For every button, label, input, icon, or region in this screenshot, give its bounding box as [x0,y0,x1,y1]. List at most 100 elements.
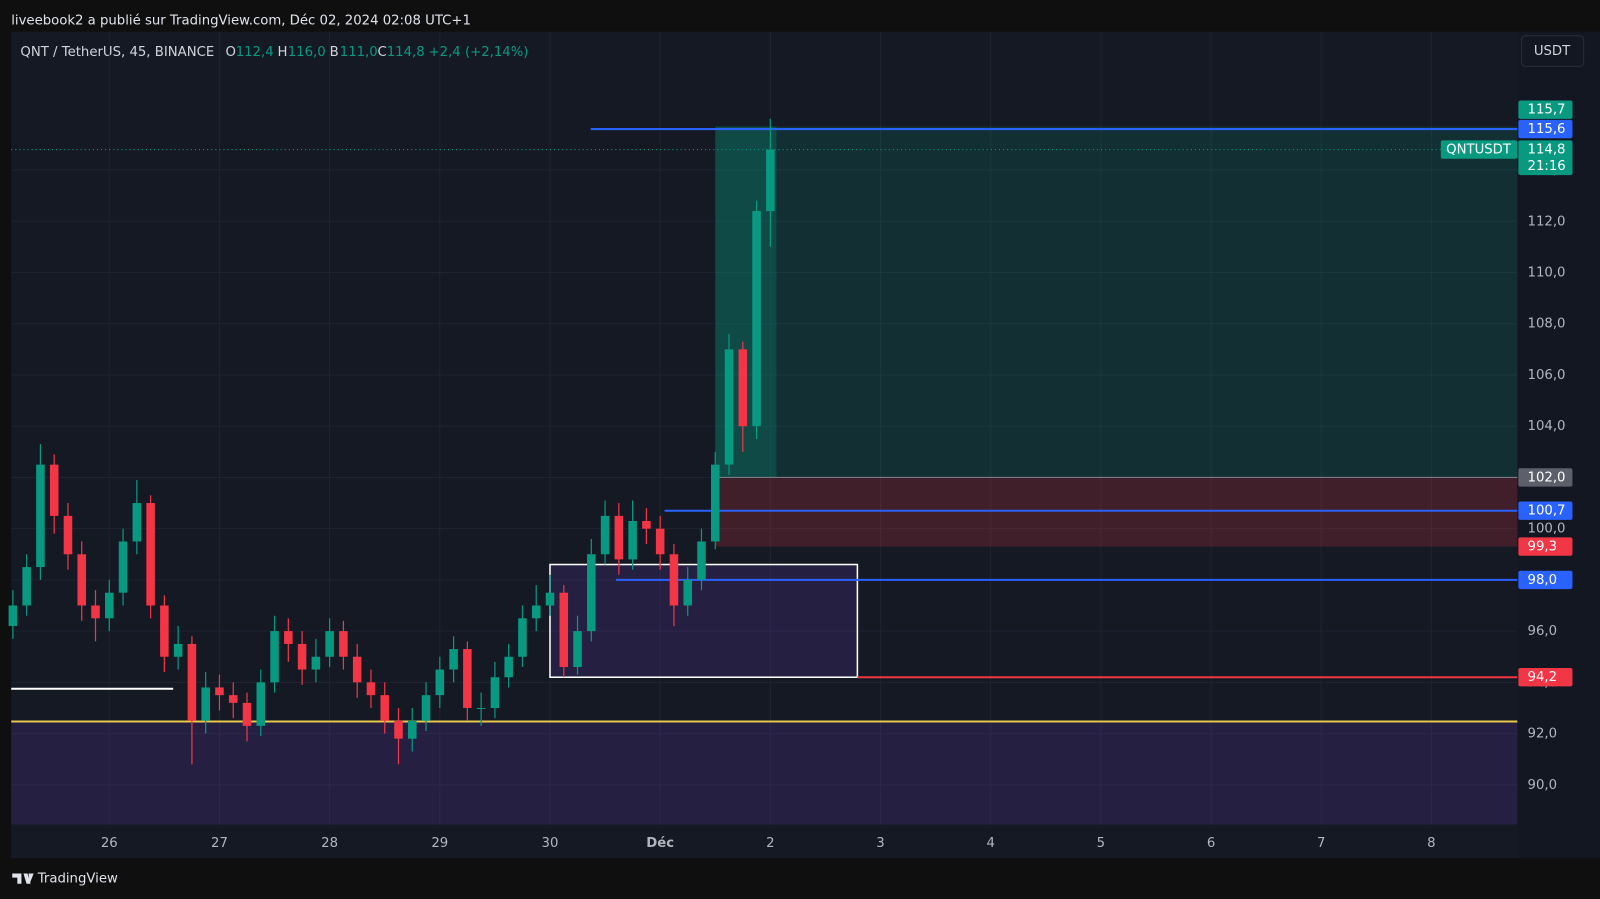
y-tick-label: 90,0 [1528,778,1558,793]
candle-body [697,541,706,580]
x-tick-label: 30 [542,836,559,851]
candle-body [352,656,362,683]
ohlc-value: 116,0 [288,45,326,60]
candle-body [91,605,100,619]
candle-body [490,677,500,708]
candle-body [311,656,321,670]
price-label-bg [1518,100,1573,119]
x-tick-label: 6 [1207,836,1215,851]
x-tick-label: 8 [1427,836,1435,851]
price-label: 100,7 [1528,504,1566,519]
price-label: 102,0 [1528,470,1566,485]
candle-body [545,592,555,606]
change: +2,4 (+2,14%) [429,45,529,60]
symbol-tag-bg [1440,140,1518,159]
x-tick-label: 7 [1317,836,1325,851]
candle-body [642,520,651,529]
publish-info: liveebook2 a publié sur TradingView.com,… [11,12,471,28]
ohlc-value: 114,8 [387,45,425,60]
candle-body [421,695,431,721]
candle-body [132,503,142,542]
price-label: 115,6 [1528,122,1566,137]
candle-body [655,528,665,555]
candle-body [297,643,307,670]
candle-body [710,464,720,542]
y-tick-label: 110,0 [1528,266,1566,281]
button-frame[interactable] [1520,35,1585,67]
candle-body [77,554,87,606]
candle-body [22,567,31,606]
plot: 2627282930Déc234567890,092,094,096,098,0… [8,31,1573,851]
candle-body [63,515,73,555]
candle-body [215,687,224,696]
x-tick-label: 27 [211,836,228,851]
price-label-bg [1518,501,1573,520]
brand-name: TradingView [37,872,118,887]
candle-body [366,682,376,696]
currency-button[interactable]: USDT [1520,35,1585,67]
candle-body [559,592,569,667]
candle-body [242,702,252,726]
candle-body [518,618,527,657]
y-tick-label: 92,0 [1528,727,1558,742]
ohlc-key: O [226,45,236,60]
candle-body [270,631,279,683]
symbol-tag: QNTUSDT [1446,143,1512,158]
x-tick-label: Déc [646,835,674,851]
candle-body [408,720,417,739]
zone [11,721,1518,825]
y-tick-label: 106,0 [1528,368,1566,383]
box [549,563,859,678]
price-label-bg [1518,668,1573,687]
y-tick-label: 108,0 [1528,317,1566,332]
candle-body [614,515,624,560]
price-label: 99,3 [1528,540,1558,555]
candle-body [669,554,679,606]
y-tick-label: 112,0 [1528,214,1566,229]
position-target [715,126,1518,478]
candle-body [683,579,692,606]
brand: TradingView [12,872,118,887]
candle-body [284,631,293,644]
symbol-legend: QNT / TetherUS, 45, BINANCE [20,45,214,60]
y-tick-label: 104,0 [1528,419,1566,434]
x-tick-label: 5 [1097,836,1105,851]
price-label-bg [1518,468,1573,487]
price-label-bg [1518,570,1573,590]
position-stop [715,477,1518,547]
price-label-bg [1518,140,1573,176]
x-tick-label: 4 [986,836,994,851]
ohlc-value: 111,0 [340,45,378,60]
chart-pane [11,31,1600,859]
x-tick-label: 26 [101,836,118,851]
price-label: 98,0 [1528,573,1558,588]
price-label-bg [1518,537,1573,556]
candle-body [146,503,155,606]
ohlc-value: 112,4 [236,45,274,60]
candle-body [766,149,775,212]
price-label: 115,7 [1528,103,1566,118]
price-label-bg [1518,119,1573,139]
candle-body [724,349,734,465]
x-tick-label: 3 [876,836,884,851]
candle-body [531,605,541,619]
brand-logo [12,873,34,884]
price-label: 114,8 [1528,143,1566,158]
candle-body [476,707,486,709]
y-tick-label: 96,0 [1528,624,1558,639]
candle-body [173,643,183,657]
candle-body [228,695,238,703]
candle-body [339,631,348,657]
candle-body [449,649,458,670]
x-tick-label: 28 [321,836,338,851]
y-tick-label: 100,0 [1528,522,1566,537]
candle-body [752,211,761,427]
candle-body [380,695,389,721]
button-label[interactable]: USDT [1534,44,1571,59]
candle-body [325,631,334,657]
candle-body [504,656,513,678]
candle-body [187,643,197,721]
candle-body [36,464,45,568]
